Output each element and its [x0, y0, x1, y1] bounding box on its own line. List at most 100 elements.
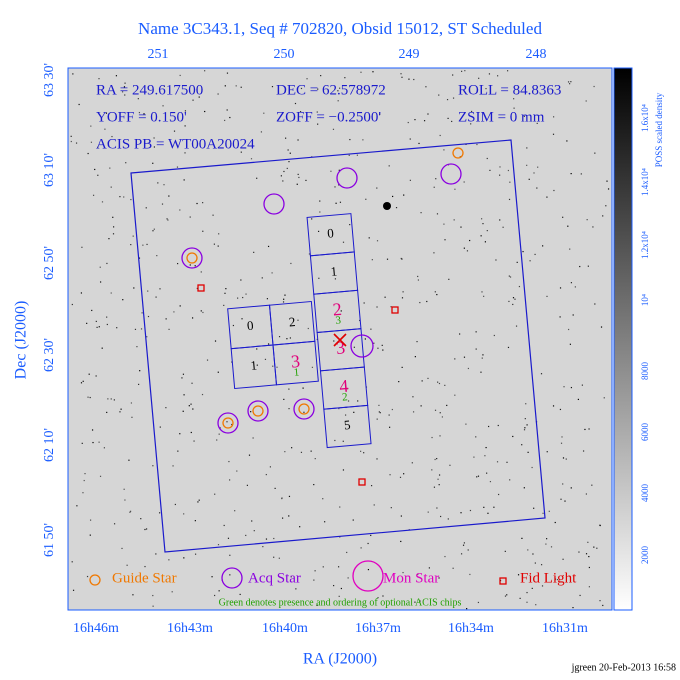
noise-dot	[99, 266, 101, 268]
noise-dot	[579, 265, 581, 268]
noise-dot	[564, 500, 566, 502]
noise-dot	[477, 601, 480, 604]
noise-dot	[373, 504, 375, 506]
noise-dot	[155, 553, 157, 555]
noise-dot	[217, 93, 219, 95]
noise-dot	[173, 311, 175, 313]
noise-dot	[418, 142, 420, 145]
noise-dot	[526, 591, 528, 594]
noise-dot	[434, 291, 436, 293]
noise-dot	[363, 302, 365, 304]
noise-dot	[145, 207, 147, 209]
noise-dot	[94, 168, 96, 171]
noise-dot	[174, 503, 176, 506]
noise-dot	[271, 86, 274, 88]
noise-dot	[512, 297, 515, 299]
noise-dot	[179, 209, 181, 211]
noise-dot	[240, 151, 242, 153]
noise-dot	[469, 573, 471, 576]
noise-dot	[425, 86, 427, 88]
noise-dot	[106, 323, 108, 326]
noise-dot	[130, 402, 133, 404]
noise-dot	[409, 179, 411, 181]
noise-dot	[487, 425, 490, 428]
noise-dot	[278, 336, 281, 338]
noise-dot	[550, 546, 553, 548]
noise-dot	[284, 294, 286, 296]
noise-dot	[402, 571, 404, 574]
noise-dot	[72, 589, 75, 591]
noise-dot	[316, 111, 318, 113]
noise-dot	[78, 103, 80, 106]
noise-dot	[386, 258, 389, 260]
noise-dot	[353, 411, 355, 413]
colorbar-tick-label: 8000	[640, 362, 650, 381]
noise-dot	[89, 534, 91, 536]
noise-dot	[400, 515, 402, 517]
noise-dot	[522, 250, 524, 253]
noise-dot	[417, 279, 420, 281]
noise-dot	[546, 295, 548, 298]
noise-dot	[482, 223, 484, 225]
chip-order: 3	[335, 314, 342, 326]
noise-dot	[119, 196, 121, 198]
noise-dot	[376, 187, 378, 189]
noise-dot	[347, 388, 349, 390]
noise-dot	[517, 574, 520, 576]
chip-order: 1	[293, 366, 300, 378]
chip-label: 2	[288, 314, 296, 330]
noise-dot	[225, 288, 227, 290]
noise-dot	[566, 140, 568, 142]
noise-dot	[584, 428, 586, 431]
noise-dot	[476, 143, 478, 146]
noise-dot	[438, 577, 440, 579]
noise-dot	[290, 576, 292, 578]
bright-star	[383, 202, 391, 210]
noise-dot	[263, 112, 265, 114]
noise-dot	[390, 507, 392, 509]
noise-dot	[271, 272, 273, 274]
noise-dot	[194, 553, 197, 555]
noise-dot	[367, 568, 370, 571]
noise-dot	[426, 300, 428, 303]
noise-dot	[322, 498, 324, 500]
noise-dot	[288, 388, 290, 390]
noise-dot	[152, 162, 154, 164]
noise-dot	[307, 327, 309, 330]
noise-dot	[444, 555, 446, 558]
noise-dot	[570, 173, 572, 175]
noise-dot	[526, 424, 528, 426]
noise-dot	[602, 215, 604, 217]
left-tick-label: 63 30'	[42, 63, 57, 97]
noise-dot	[470, 123, 472, 125]
noise-dot	[136, 346, 138, 348]
noise-dot	[156, 255, 158, 257]
chip-label: 5	[343, 417, 351, 433]
noise-dot	[276, 366, 278, 368]
noise-dot	[112, 233, 115, 235]
noise-dot	[316, 604, 318, 606]
noise-dot	[313, 483, 315, 486]
stars	[181, 147, 464, 486]
noise-dot	[340, 587, 342, 590]
noise-dot	[553, 116, 555, 118]
noise-dot	[248, 454, 251, 456]
noise-dot	[580, 173, 582, 175]
noise-dot	[439, 515, 442, 518]
noise-dot	[269, 466, 272, 468]
noise-dot	[334, 186, 336, 188]
noise-dot	[362, 139, 364, 141]
noise-dot	[214, 594, 216, 597]
noise-dot	[447, 117, 449, 120]
noise-dot	[72, 73, 74, 75]
noise-dot	[552, 89, 554, 92]
noise-dot	[447, 518, 449, 520]
noise-dot	[330, 170, 332, 172]
noise-dot	[581, 384, 583, 386]
noise-dot	[562, 457, 565, 459]
noise-dot	[163, 184, 165, 186]
noise-dot	[454, 358, 456, 360]
noise-dot	[378, 404, 380, 407]
noise-dot	[514, 298, 516, 300]
